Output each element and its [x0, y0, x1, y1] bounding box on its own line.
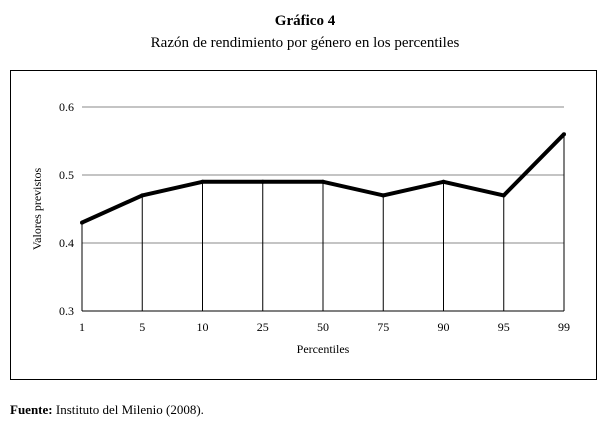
data-point-50: [321, 179, 325, 184]
y-tick-label: 0.5: [59, 168, 74, 182]
source-note: Fuente: Instituto del Milenio (2008).: [10, 402, 204, 418]
x-tick-label: 99: [558, 320, 570, 334]
y-axis-label: Valores previstos: [30, 168, 44, 251]
data-point-95: [501, 193, 506, 198]
data-point-75: [381, 193, 386, 198]
data-points: [80, 132, 566, 225]
x-axis-label: Percentiles: [297, 342, 350, 356]
y-tick-label: 0.6: [59, 100, 74, 114]
x-tick-label: 1: [79, 320, 85, 334]
y-tick-labels: 0.3 0.4 0.5 0.6: [59, 100, 74, 318]
chart-subtitle: Razón de rendimiento por género en los p…: [150, 35, 460, 51]
x-tick-label: 25: [257, 320, 269, 334]
x-tick-label: 5: [139, 320, 145, 334]
line-chart: 0.3 0.4 0.5 0.6 1 5 10 25 50 75 90 95 99 Valores pr…: [30, 100, 570, 356]
data-point-99: [562, 132, 566, 137]
source-text: Instituto del Milenio (2008).: [52, 402, 204, 417]
data-point-10: [200, 179, 205, 184]
chart-title: Gráfico 4: [274, 13, 336, 29]
data-point-90: [441, 179, 446, 184]
y-tick-label: 0.3: [59, 304, 74, 318]
data-point-1: [80, 220, 84, 225]
source-label: Fuente:: [10, 402, 53, 417]
x-tick-label: 50: [317, 320, 329, 334]
y-tick-label: 0.4: [59, 236, 74, 250]
chart-frame: 0.3 0.4 0.5 0.6 1 5 10 25 50 75 90 95 99 Valores pr…: [10, 70, 597, 380]
data-point-25: [260, 179, 265, 184]
data-point-5: [140, 193, 145, 198]
x-tick-labels: 1 5 10 25 50 75 90 95 99: [79, 320, 570, 334]
x-tick-label: 95: [498, 320, 510, 334]
x-tick-label: 10: [197, 320, 209, 334]
x-tick-label: 75: [377, 320, 389, 334]
x-tick-label: 90: [438, 320, 450, 334]
drop-lines: [81, 134, 565, 311]
